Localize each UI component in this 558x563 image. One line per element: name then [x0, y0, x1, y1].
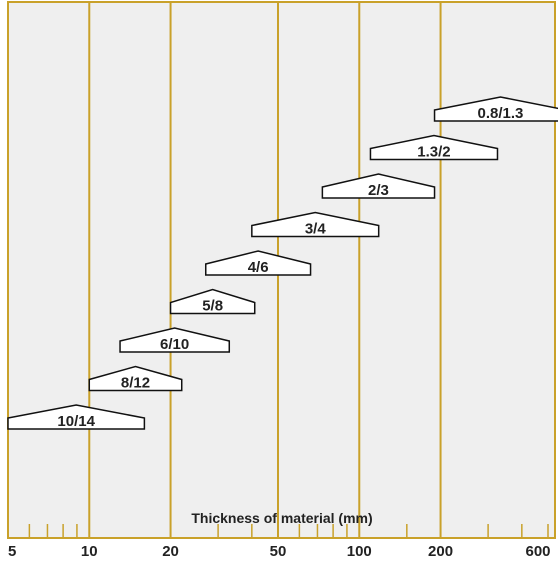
range-bar-2-3: 2/3 [321, 173, 436, 199]
range-bar-shape [321, 173, 436, 199]
range-bar-shape [251, 211, 380, 238]
range-bar-shape [119, 327, 231, 353]
tick-label-600: 600 [525, 543, 550, 560]
range-bar-shape [169, 288, 256, 315]
range-bar-label: 6/10 [160, 336, 189, 353]
range-bar-1-3-2: 1.3/2 [369, 134, 499, 161]
range-bar-label: 5/8 [202, 298, 223, 315]
tick-label-10: 10 [81, 543, 98, 560]
x-axis-label: Thickness of material (mm) [191, 510, 372, 526]
range-bar-label: 2/3 [368, 182, 389, 199]
range-bar-label: 10/14 [57, 413, 95, 430]
range-bar-label: 3/4 [305, 221, 327, 238]
range-bar-shape [7, 404, 146, 430]
range-bar-label: 1.3/2 [417, 144, 450, 161]
range-bar-8-12: 8/12 [88, 365, 183, 392]
range-bar-3-4: 3/4 [251, 211, 380, 238]
tick-label-5: 5 [8, 543, 16, 560]
range-bar-label: 4/6 [248, 259, 269, 276]
range-bar-6-10: 6/10 [119, 327, 231, 353]
range-bar-shape [369, 134, 499, 161]
range-bar-10-14: 10/14 [7, 404, 146, 430]
tick-label-100: 100 [347, 543, 372, 560]
range-bar-4-6: 4/6 [204, 250, 312, 276]
tick-label-200: 200 [428, 543, 453, 560]
range-bar-shape [204, 250, 312, 276]
tick-label-20: 20 [162, 543, 179, 560]
range-bar-label: 0.8/1.3 [478, 105, 524, 122]
range-bar-shape [88, 365, 183, 392]
range-bar-5-8: 5/8 [169, 288, 256, 315]
tick-label-50: 50 [270, 543, 287, 560]
range-bar-shape [433, 96, 558, 122]
range-bar-0-8-1-3: 0.8/1.3 [433, 96, 558, 122]
range-bar-label: 8/12 [121, 375, 150, 392]
